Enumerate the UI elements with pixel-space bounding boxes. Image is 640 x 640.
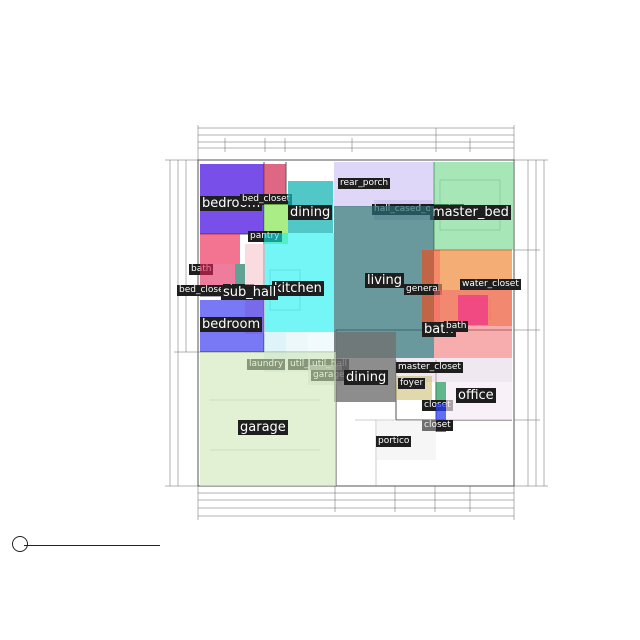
room-label: sub_hall	[221, 285, 279, 300]
room-bath-3: bath	[444, 295, 488, 332]
room-rear-porch: rear_porch	[334, 162, 434, 207]
room-bed-closet-1: bed_closet	[240, 164, 293, 205]
room-master-bed: master_bed	[430, 162, 514, 250]
room-label: bed_closet	[177, 285, 230, 296]
room-dining-2: dining	[334, 332, 396, 402]
room-dining-1: dining	[288, 181, 333, 233]
room-label: garage	[238, 420, 288, 435]
room-bedroom-2: bedroom	[200, 300, 264, 352]
room-label: kitchen	[272, 281, 324, 296]
room-bed-closet-2: bed_closet	[177, 264, 235, 296]
detail-marker-icon	[12, 536, 28, 552]
room-label: rear_porch	[338, 178, 391, 189]
drawing-title-block	[6, 536, 160, 556]
room-garage: garage	[200, 352, 336, 486]
room-bath-1: bath	[189, 234, 240, 275]
room-label: general	[404, 284, 443, 295]
room-label: foyer	[398, 378, 426, 389]
room-label: closet	[422, 420, 453, 431]
room-label: master_bed	[430, 205, 511, 220]
room-label: dining	[288, 205, 333, 220]
title-underline	[24, 545, 160, 546]
room-label: living	[365, 273, 405, 288]
room-master-closet: master_closet	[396, 358, 512, 382]
room-label: office	[456, 388, 496, 403]
room-closet-2: closet	[422, 382, 453, 411]
room-foyer: foyer	[396, 376, 432, 400]
room-office: office	[446, 382, 512, 420]
room-portico: portico	[376, 420, 436, 460]
room-kitchen: kitchen	[264, 233, 334, 332]
room-label: bath	[444, 321, 469, 332]
room-label: bedroom	[200, 317, 263, 332]
room-label: dining	[344, 370, 389, 385]
room-label: master_closet	[396, 362, 463, 373]
room-label: water_closet	[460, 279, 521, 290]
room-label: bed_closet	[240, 194, 293, 205]
room-label: portico	[376, 436, 412, 447]
room-closet-3: closet	[422, 404, 453, 432]
